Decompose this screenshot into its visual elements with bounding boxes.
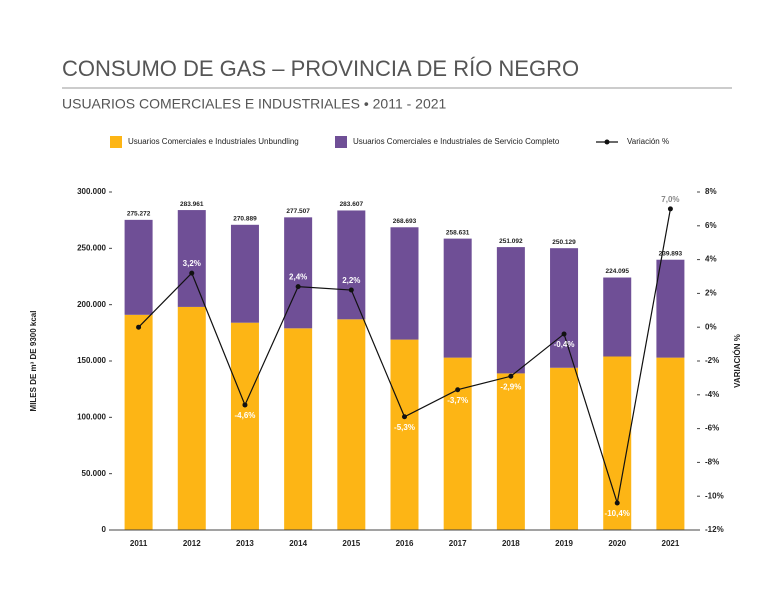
line-marker <box>614 500 620 506</box>
y2-tick-label: -2% <box>705 356 719 365</box>
line-value-label: 7,0% <box>661 195 679 204</box>
line-marker <box>295 284 301 290</box>
line-marker <box>242 402 248 408</box>
line-value-label: 3,2% <box>183 259 201 268</box>
y2-tick-label: 4% <box>705 255 717 264</box>
y-tick-label: 50.000 <box>82 469 107 478</box>
legend-marker <box>604 139 610 145</box>
bar <box>656 259 685 358</box>
legend-label: Usuarios Comerciales e Industriales Unbu… <box>128 137 299 146</box>
total-label: 224.095 <box>605 268 629 275</box>
legend-swatch <box>110 136 122 148</box>
y-tick-label: 0 <box>102 525 107 534</box>
line-value-label: -0,4% <box>554 340 575 349</box>
total-label: 251.092 <box>499 238 523 245</box>
y2-tick-label: 6% <box>705 221 717 230</box>
total-label: 283.607 <box>340 201 364 208</box>
line-value-label: -4,6% <box>235 411 256 420</box>
total-label: 268.693 <box>393 218 417 225</box>
total-label: 277.507 <box>286 208 310 215</box>
y2-tick-label: -12% <box>705 525 724 534</box>
x-tick-label: 2019 <box>555 539 573 548</box>
x-tick-label: 2021 <box>662 539 680 548</box>
y-tick-label: 100.000 <box>77 412 106 421</box>
bar <box>230 224 259 323</box>
line-marker <box>667 206 673 212</box>
y2-tick-label: 0% <box>705 322 717 331</box>
x-tick-label: 2012 <box>183 539 201 548</box>
total-label: 250.129 <box>552 239 576 246</box>
bar <box>177 306 206 530</box>
bar <box>550 248 579 368</box>
line-marker <box>455 387 461 393</box>
y-axis-title: MILES DE m³ DE 9300 kcal <box>29 311 38 412</box>
y2-tick-label: -8% <box>705 458 719 467</box>
x-tick-label: 2015 <box>342 539 360 548</box>
y2-tick-label: 8% <box>705 187 717 196</box>
bar <box>443 238 472 358</box>
bar <box>390 339 419 530</box>
bar <box>284 328 313 530</box>
line-marker <box>561 331 567 337</box>
x-tick-label: 2014 <box>289 539 307 548</box>
line-marker <box>189 270 195 276</box>
line-value-label: 2,4% <box>289 273 307 282</box>
y2-tick-label: 2% <box>705 289 717 298</box>
y2-tick-label: -6% <box>705 424 719 433</box>
x-tick-label: 2011 <box>130 539 148 548</box>
bar <box>496 373 525 530</box>
line-value-label: 2,2% <box>342 276 360 285</box>
bar <box>337 319 366 530</box>
bar <box>603 277 632 357</box>
x-tick-label: 2016 <box>396 539 414 548</box>
bar <box>443 357 472 530</box>
line-marker <box>348 287 354 293</box>
bar <box>496 247 525 374</box>
bar <box>337 210 366 320</box>
line-value-label: -5,3% <box>394 423 415 432</box>
y-tick-label: 200.000 <box>77 300 106 309</box>
legend-swatch <box>335 136 347 148</box>
y-tick-label: 300.000 <box>77 187 106 196</box>
bar <box>550 367 579 530</box>
total-label: 275.272 <box>127 211 151 218</box>
line-marker <box>402 414 407 420</box>
bar <box>656 357 685 530</box>
line-value-label: -2,9% <box>500 382 521 391</box>
chart-title: CONSUMO DE GAS – PROVINCIA DE RÍO NEGRO <box>62 56 579 81</box>
bar <box>177 210 206 307</box>
y2-tick-label: -4% <box>705 390 719 399</box>
bar <box>230 322 259 530</box>
x-tick-label: 2020 <box>608 539 626 548</box>
chart-subtitle: USUARIOS COMERCIALES E INDUSTRIALES • 20… <box>62 96 447 112</box>
total-label: 258.631 <box>446 229 470 236</box>
bar <box>390 227 419 340</box>
legend-label: Variación % <box>627 137 669 146</box>
line-value-label: -3,7% <box>447 396 468 405</box>
bar <box>284 217 313 329</box>
total-label: 283.961 <box>180 201 204 208</box>
total-label: 239.893 <box>659 250 683 257</box>
x-tick-label: 2017 <box>449 539 467 548</box>
y2-axis-title: VARIACIÓN % <box>733 334 742 388</box>
total-label: 270.889 <box>233 216 257 223</box>
line-marker <box>508 373 514 379</box>
y2-tick-label: -10% <box>705 491 724 500</box>
y-tick-label: 150.000 <box>77 356 106 365</box>
y-tick-label: 250.000 <box>77 243 106 252</box>
x-tick-label: 2013 <box>236 539 254 548</box>
line-value-label: -10,4% <box>605 509 630 518</box>
x-tick-label: 2018 <box>502 539 520 548</box>
line-marker <box>136 324 142 330</box>
bar <box>124 314 153 530</box>
bar <box>124 219 153 315</box>
legend-label: Usuarios Comerciales e Industriales de S… <box>353 137 560 146</box>
